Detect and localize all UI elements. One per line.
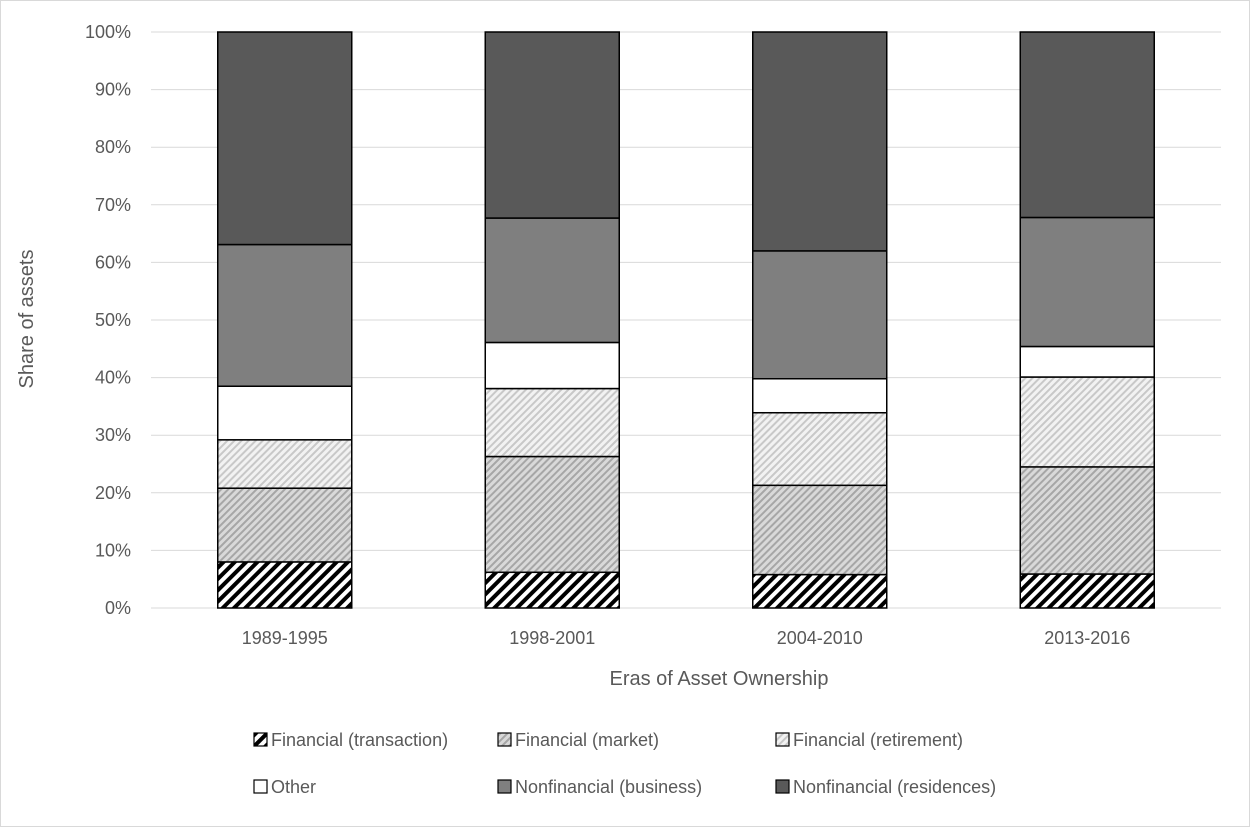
bar-segment xyxy=(484,571,620,609)
x-tick-label: 2004-2010 xyxy=(777,628,863,648)
bar-segment xyxy=(484,341,620,390)
y-tick-label: 80% xyxy=(95,137,131,157)
bar-segment xyxy=(752,378,888,414)
y-tick-label: 70% xyxy=(95,195,131,215)
legend-swatch xyxy=(497,779,512,794)
bar-segment xyxy=(752,484,888,576)
bar-segment xyxy=(217,31,353,246)
bar-segment xyxy=(217,439,353,489)
y-tick-label: 10% xyxy=(95,540,131,560)
y-tick-label: 100% xyxy=(85,22,131,42)
bar-segment xyxy=(484,31,620,219)
legend-swatch xyxy=(253,732,268,747)
legend-swatch xyxy=(775,779,790,794)
bar-segment xyxy=(1019,573,1155,609)
bar-segment xyxy=(752,573,888,609)
y-tick-label: 90% xyxy=(95,80,131,100)
y-tick-label: 20% xyxy=(95,483,131,503)
bar-segment xyxy=(484,217,620,344)
y-tick-label: 30% xyxy=(95,425,131,445)
legend-swatch xyxy=(775,732,790,747)
bars xyxy=(217,31,1155,609)
y-axis-ticks: 0% 10% 20% 30% 40% 50% 60% 70% 80% 90% 100% xyxy=(85,22,131,618)
legend-label: Financial (retirement) xyxy=(793,730,963,750)
legend-swatch xyxy=(253,779,268,794)
y-tick-label: 60% xyxy=(95,252,131,272)
legend-label: Nonfinancial (residences) xyxy=(793,777,996,797)
bar-segment xyxy=(484,387,620,458)
x-tick-label: 1989-1995 xyxy=(242,628,328,648)
bar-segment xyxy=(752,250,888,380)
bar-segment xyxy=(217,243,353,387)
y-tick-label: 50% xyxy=(95,310,131,330)
y-tick-label: 0% xyxy=(105,598,131,618)
bar-segment xyxy=(752,31,888,252)
x-axis-ticks: 1989-1995 1998-2001 2004-2010 2013-2016 xyxy=(242,628,1131,648)
bar-segment xyxy=(1019,216,1155,348)
x-axis-title: Eras of Asset Ownership xyxy=(610,668,829,690)
legend-swatch xyxy=(497,732,512,747)
bar-segment xyxy=(1019,376,1155,468)
legend: Financial (transaction) Financial (market… xyxy=(253,730,996,797)
bar-segment xyxy=(1019,345,1155,378)
legend-label: Other xyxy=(271,777,316,797)
legend-label: Nonfinancial (business) xyxy=(515,777,702,797)
legend-label: Financial (transaction) xyxy=(271,730,448,750)
x-tick-label: 2013-2016 xyxy=(1044,628,1130,648)
bar-segment xyxy=(217,487,353,563)
bar-segment xyxy=(217,385,353,441)
bar-segment xyxy=(484,455,620,574)
legend-label: Financial (market) xyxy=(515,730,659,750)
bar-segment xyxy=(217,561,353,609)
bar-segment xyxy=(752,411,888,487)
y-axis-title: Share of assets xyxy=(16,250,38,389)
x-tick-label: 1998-2001 xyxy=(509,628,595,648)
bar-segment xyxy=(1019,466,1155,575)
bar-segment xyxy=(1019,31,1155,219)
y-tick-label: 40% xyxy=(95,368,131,388)
